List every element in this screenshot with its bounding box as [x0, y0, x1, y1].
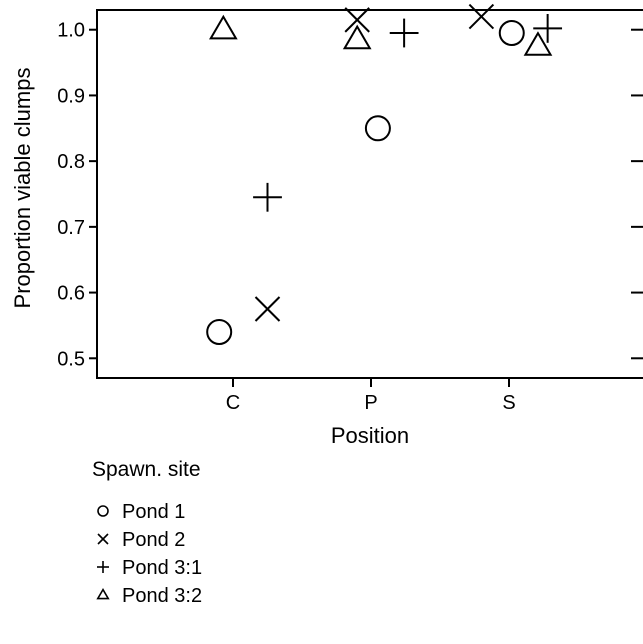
y-tick-label: 0.6 — [57, 283, 85, 305]
data-point-x — [254, 296, 281, 322]
data-point-plus — [533, 14, 563, 43]
data-point-x — [468, 3, 495, 30]
x-tick-label: S — [502, 392, 515, 414]
plot-axes: 0.5 0.6 0.7 0.8 0.9 1.0 C P S — [57, 9, 643, 414]
scatter-chart: 0.5 0.6 0.7 0.8 0.9 1.0 C P S Proportion viable … — [10, 3, 643, 448]
legend-marker — [96, 588, 110, 600]
y-tick-label: 1.0 — [57, 20, 85, 42]
y-tick-label: 0.9 — [57, 85, 85, 107]
plot-frame — [96, 9, 643, 379]
legend-item: Pond 3:1 — [92, 554, 202, 582]
data-point-triangle — [523, 31, 553, 56]
y-axis-title: Proportion viable clumps — [10, 68, 35, 309]
legend: Spawn. site Pond 1 Pond 2 Pond 3:1 Pond 3:2 — [92, 458, 202, 610]
legend-label: Pond 3:1 — [122, 556, 203, 579]
legend-marker — [97, 561, 109, 573]
legend-label: Pond 1 — [122, 500, 186, 523]
legend-item: Pond 3:2 — [92, 582, 202, 610]
legend-item: Pond 1 — [92, 498, 202, 526]
data-point-circle — [364, 115, 391, 142]
data-marks — [206, 3, 563, 345]
data-point-circle — [498, 20, 525, 46]
circle-marker-icon — [97, 505, 109, 517]
legend-label: Pond 3:2 — [122, 584, 203, 607]
y-tick-label: 0.7 — [57, 217, 85, 239]
legend-title: Spawn. site — [92, 458, 201, 481]
legend-item: Pond 2 — [92, 526, 202, 554]
x-axis-title: Position — [331, 423, 409, 448]
data-point-triangle — [208, 14, 238, 40]
y-tick-label: 0.8 — [57, 151, 85, 173]
data-point-triangle — [342, 24, 372, 50]
triangle-marker-icon — [96, 588, 110, 600]
legend-label: Pond 2 — [122, 528, 186, 551]
legend-marker — [97, 505, 109, 517]
plus-marker-icon — [97, 561, 109, 573]
x-tick-label: C — [226, 392, 240, 414]
data-point-x — [344, 7, 370, 33]
legend-marker — [97, 533, 109, 545]
x-tick-label: P — [364, 392, 377, 414]
data-point-circle — [206, 319, 233, 345]
data-point-plus — [253, 182, 282, 212]
y-tick-label: 0.5 — [57, 348, 85, 370]
legend-items: Pond 1 Pond 2 Pond 3:1 Pond 3:2 — [92, 498, 202, 610]
x-marker-icon — [97, 533, 109, 545]
data-point-plus — [389, 18, 419, 48]
